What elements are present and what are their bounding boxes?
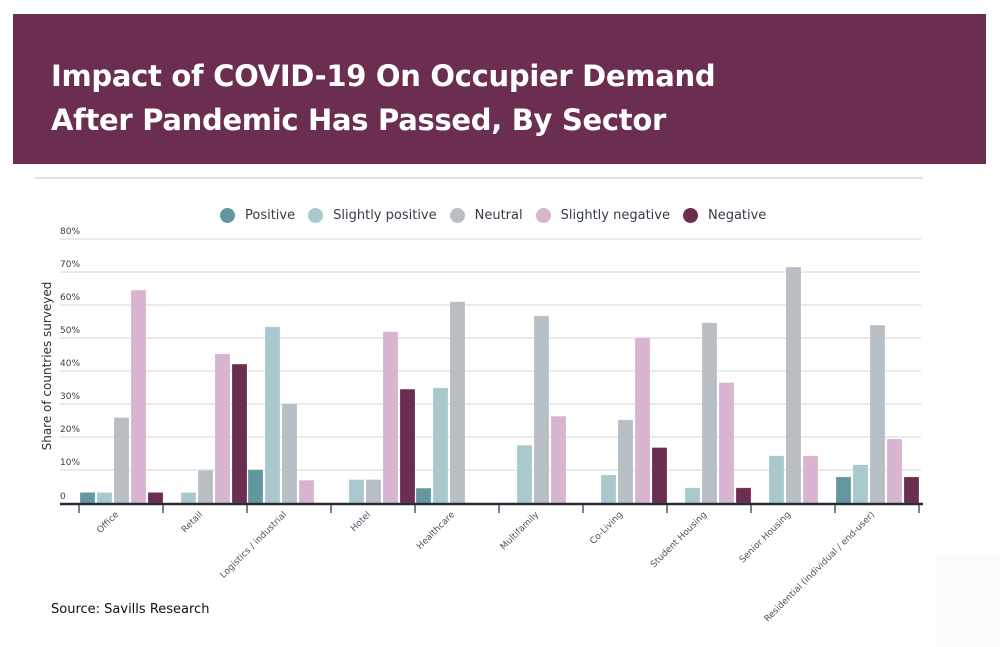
y-tick-label: 10% bbox=[60, 458, 80, 468]
bar-slightly-positive bbox=[180, 492, 197, 504]
bar-slightly-positive bbox=[348, 479, 365, 504]
bar-neutral bbox=[449, 301, 466, 504]
legend-label-negative: Negative bbox=[707, 208, 767, 223]
legend-swatch-negative bbox=[682, 208, 698, 223]
bar-slightly-positive bbox=[684, 487, 701, 504]
legend-item-neutral: Neutral bbox=[449, 208, 523, 223]
legend-label-positive: Positive bbox=[245, 208, 296, 223]
x-tick-label: Co-Living bbox=[588, 510, 625, 547]
bar-neutral bbox=[701, 322, 718, 504]
y-tick-label: 70% bbox=[60, 260, 80, 270]
bar-slightly-negative bbox=[802, 455, 819, 504]
bar-slightly-negative bbox=[886, 438, 903, 504]
bar-neutral bbox=[533, 315, 550, 504]
chart-title-line-1: Impact of COVID-19 On Occupier Demand bbox=[51, 59, 716, 93]
x-tick-label: Hotel bbox=[349, 510, 373, 534]
bar-neutral bbox=[281, 403, 298, 504]
bar-positive bbox=[415, 487, 432, 504]
bar-slightly-negative bbox=[634, 337, 651, 504]
bar-slightly-positive bbox=[768, 455, 785, 504]
bar-neutral bbox=[365, 479, 382, 504]
legend-swatch-slightly-positive bbox=[308, 208, 324, 223]
legend-swatch-positive bbox=[220, 208, 235, 223]
legend-item-negative: Negative bbox=[682, 208, 767, 223]
bar-neutral bbox=[113, 417, 130, 504]
bar-negative bbox=[651, 447, 668, 504]
bar-slightly-negative bbox=[550, 415, 567, 504]
bar-slightly-negative bbox=[382, 331, 399, 504]
legend-label-neutral: Neutral bbox=[474, 208, 523, 223]
bar-slightly-negative bbox=[130, 289, 147, 504]
bars bbox=[79, 266, 920, 504]
header-divider bbox=[35, 177, 923, 179]
bar-slightly-positive bbox=[600, 474, 617, 504]
legend-label-slightly-negative: Slightly negative bbox=[560, 208, 670, 223]
x-tick-label: Logistics / industrial bbox=[219, 510, 290, 581]
bar-slightly-positive bbox=[516, 444, 533, 504]
x-tick-label: Student Housing bbox=[649, 510, 709, 570]
y-axis-label: Share of countries surveyed bbox=[40, 282, 54, 451]
y-tick-label: 20% bbox=[60, 425, 80, 435]
legend-label-slightly-positive: Slightly positive bbox=[333, 208, 437, 223]
bar-slightly-positive bbox=[852, 464, 869, 504]
legend-item-slightly-positive: Slightly positive bbox=[308, 208, 437, 223]
x-tick-label: Office bbox=[95, 510, 121, 536]
y-tick-label: 50% bbox=[60, 326, 80, 336]
bar-positive bbox=[247, 469, 264, 504]
bar-negative bbox=[735, 487, 752, 504]
legend-item-positive: Positive bbox=[220, 208, 295, 223]
chart-legend: Positive Slightly positive Neutral Sligh… bbox=[220, 208, 779, 223]
bar-positive bbox=[835, 476, 852, 504]
bar-negative bbox=[903, 476, 920, 504]
y-tick-label: 60% bbox=[60, 293, 80, 303]
bar-slightly-negative bbox=[298, 479, 315, 504]
x-tick-label: Retail bbox=[180, 510, 205, 535]
bar-slightly-positive bbox=[264, 326, 281, 504]
bar-neutral bbox=[785, 266, 802, 504]
legend-swatch-slightly-negative bbox=[535, 208, 551, 223]
y-axis-tick-labels: 0 10% 20% 30% 40% 50% 60% 70% 80% bbox=[60, 227, 80, 502]
bar-positive bbox=[79, 492, 96, 504]
background-shade bbox=[936, 555, 1000, 647]
bar-negative bbox=[399, 388, 416, 504]
chart-title: Impact of COVID-19 On Occupier Demand Af… bbox=[51, 54, 716, 142]
chart-title-line-2: After Pandemic Has Passed, By Sector bbox=[51, 103, 666, 137]
bar-negative bbox=[147, 492, 164, 504]
gridlines bbox=[60, 238, 921, 471]
y-tick-label: 40% bbox=[60, 359, 80, 369]
x-tick-label: Multifamily bbox=[499, 510, 542, 553]
bar-neutral bbox=[869, 324, 886, 504]
bar-negative bbox=[231, 363, 248, 504]
source-note: Source: Savills Research bbox=[51, 602, 210, 617]
x-axis-tick-labels: Office Retail Logistics / industrial Hotel H… bbox=[95, 510, 877, 625]
bar-slightly-negative bbox=[214, 353, 231, 504]
bar-slightly-positive bbox=[96, 492, 113, 504]
y-tick-label: 30% bbox=[60, 392, 80, 402]
x-tick-label: Senior Housing bbox=[738, 510, 793, 565]
bar-neutral bbox=[197, 470, 214, 504]
bar-slightly-positive bbox=[432, 387, 449, 504]
legend-swatch-neutral bbox=[449, 208, 465, 223]
x-axis bbox=[60, 502, 923, 513]
x-tick-label: Healthcare bbox=[415, 510, 457, 552]
y-tick-label: 80% bbox=[60, 227, 80, 237]
bar-slightly-negative bbox=[718, 382, 735, 504]
legend-item-slightly-negative: Slightly negative bbox=[535, 208, 670, 223]
y-tick-label: 0 bbox=[60, 492, 66, 502]
bar-neutral bbox=[617, 419, 634, 504]
chart-header: Impact of COVID-19 On Occupier Demand Af… bbox=[13, 14, 986, 164]
